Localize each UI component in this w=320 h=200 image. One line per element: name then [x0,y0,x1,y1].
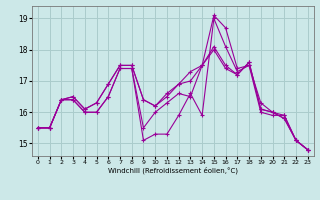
X-axis label: Windchill (Refroidissement éolien,°C): Windchill (Refroidissement éolien,°C) [108,167,238,174]
